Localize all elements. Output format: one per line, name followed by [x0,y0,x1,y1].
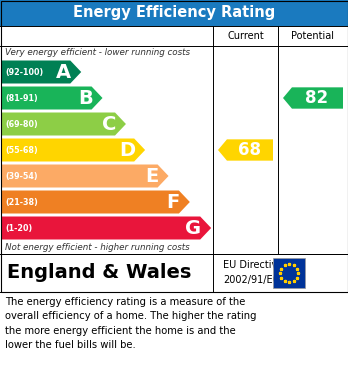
Text: B: B [78,88,93,108]
Text: 82: 82 [306,89,329,107]
Text: The energy efficiency rating is a measure of the
overall efficiency of a home. T: The energy efficiency rating is a measur… [5,297,256,350]
Bar [0,0,348,292]
Polygon shape [1,217,211,240]
Polygon shape [283,87,343,109]
Bar [0,254,348,292]
Text: (92-100): (92-100) [5,68,43,77]
Bar [0,0,348,26]
Text: G: G [185,219,201,237]
Text: A: A [56,63,71,81]
Polygon shape [1,190,190,213]
Bar [0,26,348,46]
Text: 68: 68 [238,141,261,159]
Text: 2002/91/EC: 2002/91/EC [223,275,279,285]
Polygon shape [218,139,273,161]
Bar [273,258,305,288]
Text: (55-68): (55-68) [5,145,38,154]
Text: England & Wales: England & Wales [7,264,191,283]
Text: Very energy efficient - lower running costs: Very energy efficient - lower running co… [5,48,190,57]
Polygon shape [1,86,103,109]
Text: EU Directive: EU Directive [223,260,283,271]
Text: E: E [145,167,159,185]
Polygon shape [1,138,145,161]
Text: (69-80): (69-80) [5,120,38,129]
Text: C: C [102,115,116,133]
Text: (21-38): (21-38) [5,197,38,206]
Text: (39-54): (39-54) [5,172,38,181]
Polygon shape [1,113,126,136]
Text: Energy Efficiency Rating: Energy Efficiency Rating [73,5,275,20]
Text: D: D [119,140,135,160]
Text: F: F [167,192,180,212]
Text: Potential: Potential [292,31,334,41]
Text: Current: Current [227,31,264,41]
Text: Not energy efficient - higher running costs: Not energy efficient - higher running co… [5,243,190,252]
Text: (81-91): (81-91) [5,93,38,102]
Text: (1-20): (1-20) [5,224,32,233]
Polygon shape [1,165,168,188]
Polygon shape [1,61,81,84]
